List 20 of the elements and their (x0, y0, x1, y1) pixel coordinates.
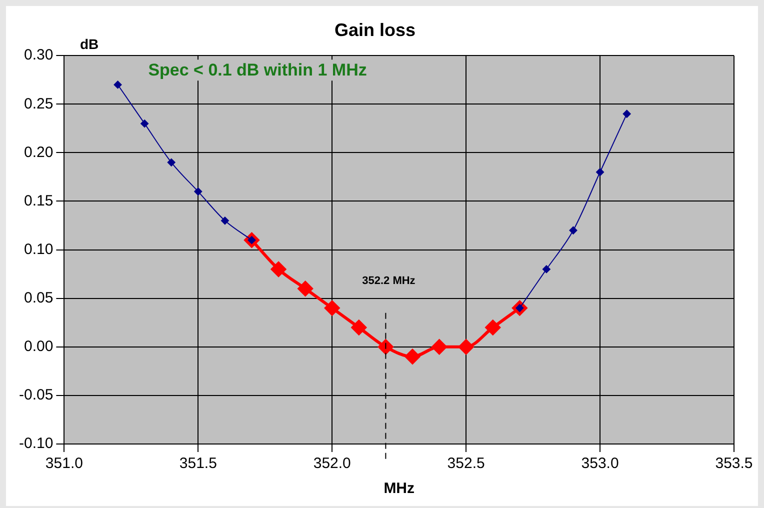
x-tick-label: 352.5 (447, 455, 485, 472)
x-axis-title: MHz (384, 480, 415, 498)
y-tick-label: -0.10 (18, 435, 54, 452)
ref-line-label: 352.2 MHz (362, 274, 416, 287)
y-tick-label: 0.25 (24, 95, 54, 112)
y-tick-label: 0.20 (24, 144, 54, 161)
x-tick-label: 352.0 (313, 455, 351, 472)
x-tick-label: 353.0 (581, 455, 619, 472)
y-axis-title: dB (80, 36, 99, 52)
y-tick-label: 0.30 (24, 46, 54, 64)
chart-title: Gain loss (334, 20, 416, 40)
x-tick-label: 351.0 (45, 455, 83, 472)
y-tick-label: 0.15 (24, 192, 54, 210)
y-tick-label: 0.05 (24, 289, 54, 306)
x-tick-label: 353.5 (715, 455, 753, 472)
annotation: Spec < 0.1 dB within 1 MHz (148, 60, 367, 80)
y-tick-label: 0.00 (24, 338, 54, 356)
x-tick-label: 351.5 (179, 455, 217, 472)
y-tick-label: -0.05 (18, 386, 54, 404)
y-tick-label: 0.10 (24, 240, 54, 258)
